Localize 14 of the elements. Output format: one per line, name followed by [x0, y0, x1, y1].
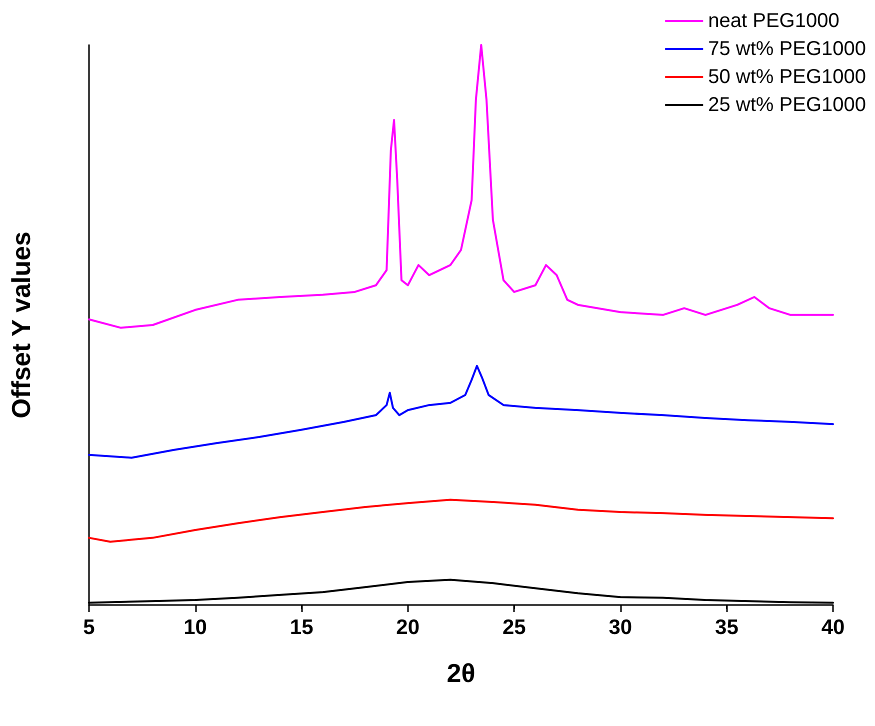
legend-label: 75 wt% PEG1000 [708, 38, 866, 60]
x-tick-label: 15 [290, 616, 314, 639]
x-axis-title: 2θ [446, 658, 476, 688]
x-tick-label: 40 [821, 616, 845, 639]
legend-label: 50 wt% PEG1000 [708, 66, 866, 88]
x-tick-label: 10 [184, 616, 207, 639]
y-axis-title: Offset Y values [6, 232, 36, 418]
legend-label: 25 wt% PEG1000 [708, 94, 866, 116]
x-tick-label: 20 [396, 616, 420, 639]
x-tick-label: 5 [83, 616, 96, 639]
x-tick-label: 30 [608, 616, 632, 639]
x-tick-label: 25 [502, 616, 526, 639]
legend-label: neat PEG1000 [708, 10, 840, 32]
x-tick-label: 35 [715, 616, 739, 639]
